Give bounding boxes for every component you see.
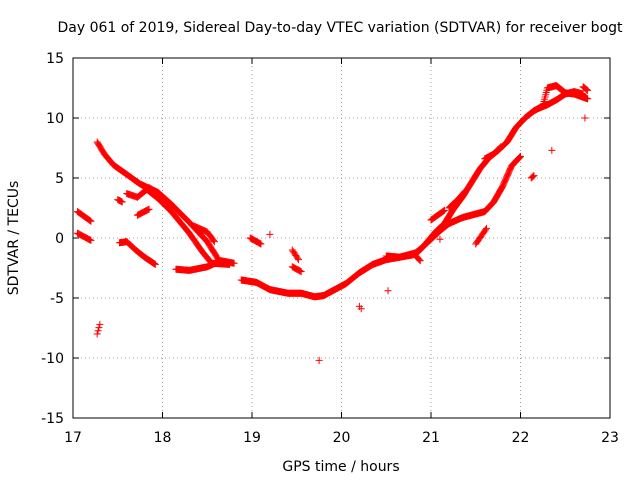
- data-point: [439, 208, 447, 216]
- data-point: [210, 238, 218, 246]
- data-point: [515, 154, 523, 162]
- data-point: [384, 287, 392, 295]
- data-point: [583, 86, 591, 94]
- chart-title: Day 061 of 2019, Sidereal Day-to-day VTE…: [57, 20, 623, 36]
- data-point: [528, 173, 536, 181]
- data-point: [315, 356, 323, 364]
- data-point: [415, 256, 423, 264]
- data-point: [584, 95, 592, 103]
- data-point: [460, 188, 468, 196]
- x-axis-label: GPS time / hours: [282, 459, 399, 475]
- x-tick-label: 21: [422, 430, 440, 446]
- data-point: [461, 187, 469, 195]
- data-point: [517, 152, 524, 160]
- data-point: [497, 143, 505, 151]
- x-tick-label: 20: [333, 430, 351, 446]
- x-tick-label: 17: [64, 430, 82, 446]
- data-point: [579, 90, 587, 98]
- data-point: [294, 254, 302, 262]
- x-tick-label: 18: [154, 430, 172, 446]
- data-point: [266, 230, 274, 238]
- y-axis-label: SDTVAR / TECUs: [6, 181, 22, 296]
- data-point: [582, 85, 590, 93]
- data-point: [257, 240, 265, 248]
- data-point: [529, 172, 537, 180]
- data-point: [496, 144, 504, 152]
- data-point: [440, 207, 448, 215]
- data-point: [530, 172, 538, 180]
- x-tick-label: 23: [601, 430, 619, 446]
- data-point: [416, 257, 424, 265]
- data-point: [357, 305, 365, 313]
- y-tick-label: -5: [50, 291, 64, 307]
- data-point: [495, 145, 503, 153]
- data-point: [297, 268, 305, 276]
- x-tick-label: 19: [243, 430, 261, 446]
- y-tick-labels: -15 -10 -5 0 5 10 15: [41, 51, 64, 427]
- data-point: [93, 330, 101, 338]
- data-point: [145, 205, 153, 213]
- x-tick-labels: 17 18 19 20 21 22 23: [64, 430, 619, 446]
- data-point: [87, 236, 95, 244]
- data-point: [94, 327, 102, 335]
- data-point: [86, 217, 94, 225]
- y-tick-label: 5: [55, 171, 64, 187]
- data-point: [440, 206, 448, 214]
- axis-ticks: [72, 57, 611, 419]
- y-tick-label: -15: [41, 411, 64, 427]
- data-point: [95, 324, 103, 332]
- y-tick-label: 10: [46, 111, 64, 127]
- data-point: [87, 217, 95, 225]
- data-point: [584, 86, 592, 94]
- data-point: [96, 320, 104, 328]
- data-point: [516, 153, 524, 161]
- data-point: [482, 226, 490, 234]
- data-point: [436, 235, 444, 243]
- x-tick-label: 22: [512, 430, 530, 446]
- y-tick-label: 0: [55, 231, 64, 247]
- y-tick-label: -10: [41, 351, 64, 367]
- data-point: [230, 259, 238, 267]
- data-point: [85, 216, 93, 224]
- data-marks: [73, 82, 592, 364]
- data-point: [118, 198, 126, 206]
- data-point: [295, 256, 303, 264]
- data-point: [151, 260, 159, 268]
- data-point: [482, 224, 490, 232]
- data-point: [548, 146, 556, 154]
- data-point: [581, 114, 589, 122]
- y-tick-label: 15: [46, 51, 64, 67]
- grid: [73, 58, 610, 418]
- data-point: [515, 154, 523, 162]
- data-point: [210, 236, 218, 244]
